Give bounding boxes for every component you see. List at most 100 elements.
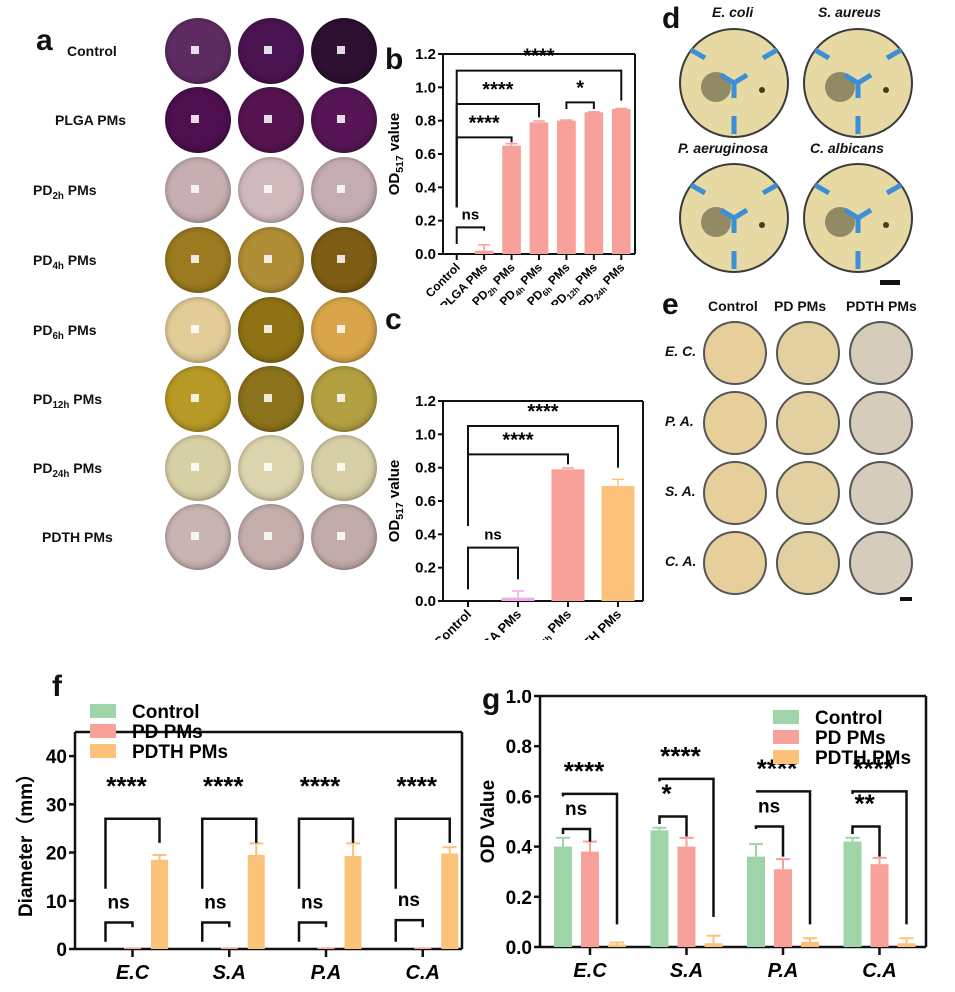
sample-dot bbox=[759, 222, 765, 228]
y-tick-label: 20 bbox=[46, 844, 67, 865]
y-tick-label: 0.4 bbox=[415, 526, 437, 543]
marker-line bbox=[689, 47, 707, 61]
significance-bracket bbox=[201, 817, 258, 889]
well-image bbox=[238, 227, 304, 293]
label-text: PMs bbox=[488, 260, 518, 290]
bar bbox=[897, 943, 916, 947]
petri-dish-image bbox=[679, 163, 789, 273]
significance-label: **** bbox=[203, 771, 244, 801]
row-label: E. C. bbox=[665, 343, 697, 359]
x-tick-label: C.A bbox=[406, 962, 440, 984]
species-label: S. aureus bbox=[818, 4, 882, 20]
label-text: OD bbox=[386, 520, 403, 543]
label-text: Control bbox=[431, 607, 474, 640]
significance-bracket bbox=[565, 101, 595, 109]
significance-bracket bbox=[851, 825, 881, 857]
y-tick-label: 0.0 bbox=[415, 246, 436, 263]
significance-bracket bbox=[467, 425, 619, 526]
x-tick-label: Control bbox=[431, 607, 474, 640]
well-image bbox=[238, 18, 304, 84]
marker-line bbox=[885, 47, 903, 61]
scale-bar bbox=[900, 597, 912, 601]
marker-line bbox=[732, 207, 749, 221]
panel-letter-c: c bbox=[385, 303, 402, 336]
well-row-label: PD6h PMs bbox=[33, 322, 97, 342]
column-header: Control bbox=[708, 298, 758, 314]
bar bbox=[601, 486, 635, 601]
marker-line bbox=[813, 182, 831, 196]
significance-label: ns bbox=[301, 892, 323, 913]
label-text: PD bbox=[33, 460, 53, 476]
significance-label: **** bbox=[397, 771, 438, 801]
significance-bracket bbox=[754, 825, 785, 857]
x-tick-label: S.A bbox=[670, 960, 703, 982]
bar bbox=[747, 856, 765, 947]
legend-swatch bbox=[773, 750, 799, 764]
label-text: PMs bbox=[63, 182, 97, 198]
y-axis-label: OD Value bbox=[478, 780, 499, 863]
well-image bbox=[165, 366, 231, 432]
column-header: PDTH PMs bbox=[846, 298, 917, 314]
agar-plate-image bbox=[776, 531, 840, 595]
significance-label: * bbox=[662, 778, 673, 808]
well-image bbox=[238, 504, 304, 570]
marker-line bbox=[813, 47, 831, 61]
bar bbox=[557, 120, 576, 255]
label-text: PLGA PMs bbox=[467, 607, 524, 640]
significance-label: ** bbox=[855, 789, 876, 819]
well-image bbox=[165, 18, 231, 84]
y-tick-label: 0.2 bbox=[415, 560, 436, 577]
y-tick-label: 1.2 bbox=[415, 393, 436, 410]
label-subscript: 4h bbox=[52, 260, 64, 272]
y-tick-label: 0.4 bbox=[506, 838, 533, 859]
row-label: S. A. bbox=[665, 483, 696, 499]
label-text: PMs bbox=[543, 260, 573, 290]
agar-plate-image bbox=[776, 391, 840, 455]
legend-swatch bbox=[90, 704, 116, 718]
x-tick-label: PLGA PMs bbox=[467, 607, 524, 640]
bar bbox=[650, 830, 669, 947]
well-row-label: PLGA PMs bbox=[55, 112, 127, 128]
sample-dot bbox=[759, 87, 765, 93]
panel-letter-a: a bbox=[36, 24, 53, 57]
significance-bracket bbox=[756, 790, 812, 925]
y-tick-label: 1.0 bbox=[506, 690, 532, 708]
y-tick-label: 0.4 bbox=[415, 179, 437, 196]
significance-bracket bbox=[104, 817, 161, 889]
legend-label: PDTH PMs bbox=[132, 742, 228, 763]
well-row-label: PDTH PMs bbox=[42, 529, 113, 545]
well-image bbox=[165, 297, 231, 363]
bar bbox=[581, 851, 599, 947]
y-tick-label: 1.2 bbox=[415, 46, 436, 63]
bar bbox=[774, 869, 792, 947]
panel-letter-f: f bbox=[52, 670, 62, 703]
bar bbox=[551, 469, 585, 601]
legend-label: Control bbox=[815, 708, 883, 729]
y-tick-label: 0.8 bbox=[415, 113, 436, 130]
label-text: OD bbox=[386, 173, 403, 196]
panel-letter-e: e bbox=[662, 288, 679, 321]
label-text: value bbox=[386, 113, 403, 156]
well-image bbox=[238, 435, 304, 501]
agar-plate-image bbox=[849, 391, 913, 455]
bar bbox=[554, 846, 572, 947]
panel-letter-d: d bbox=[662, 2, 681, 35]
label-text: PD bbox=[33, 182, 53, 198]
y-tick-label: 0.6 bbox=[415, 493, 436, 510]
well-image bbox=[165, 504, 231, 570]
y-tick-label: 10 bbox=[46, 892, 67, 913]
well-image bbox=[238, 366, 304, 432]
column-header: PD PMs bbox=[774, 298, 827, 314]
x-tick-label: C.A bbox=[862, 960, 896, 982]
agar-plate-image bbox=[849, 531, 913, 595]
significance-bracket bbox=[561, 792, 619, 925]
legend-swatch bbox=[773, 730, 799, 744]
well-image bbox=[311, 18, 377, 84]
significance-bracket bbox=[394, 817, 451, 889]
label-text: PD bbox=[33, 252, 53, 268]
bar bbox=[704, 943, 723, 947]
well-row-label: PD24h PMs bbox=[33, 460, 102, 480]
well-image bbox=[311, 227, 377, 293]
y-tick-label: 0.0 bbox=[415, 593, 436, 610]
